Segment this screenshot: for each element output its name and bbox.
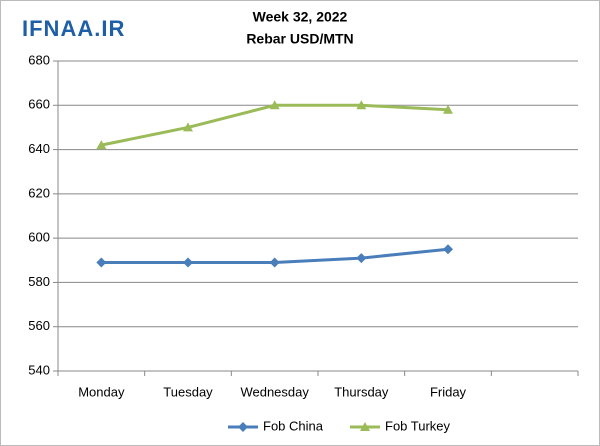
legend-label: Fob Turkey: [385, 418, 451, 433]
x-tick-label: Tuesday: [163, 384, 213, 399]
x-tick-label: Monday: [78, 384, 125, 399]
chart-title: Week 32, 2022: [253, 9, 348, 25]
y-tick-label: 540: [28, 362, 50, 377]
marker: [360, 422, 370, 431]
chart-subtitle: Rebar USD/MTN: [246, 31, 353, 47]
y-tick-label: 620: [28, 185, 50, 200]
y-tick-label: 560: [28, 318, 50, 333]
marker: [269, 257, 280, 268]
y-tick-label: 580: [28, 274, 50, 289]
marker: [443, 244, 453, 255]
marker: [443, 104, 453, 114]
marker: [356, 253, 367, 264]
legend-label: Fob China: [263, 418, 324, 433]
marker: [96, 257, 107, 268]
y-tick-label: 600: [28, 230, 50, 245]
watermark: IFNAA.IR: [22, 16, 125, 41]
marker: [238, 422, 248, 432]
x-tick-label: Wednesday: [240, 384, 309, 399]
marker: [269, 100, 280, 110]
x-tick-label: Friday: [430, 384, 467, 399]
y-tick-label: 640: [28, 141, 50, 156]
x-tick-label: Thursday: [334, 384, 389, 399]
y-tick-label: 680: [28, 52, 50, 67]
marker: [356, 100, 367, 110]
marker: [96, 140, 107, 150]
marker: [183, 257, 193, 268]
y-tick-label: 660: [28, 97, 50, 112]
marker: [183, 122, 193, 132]
